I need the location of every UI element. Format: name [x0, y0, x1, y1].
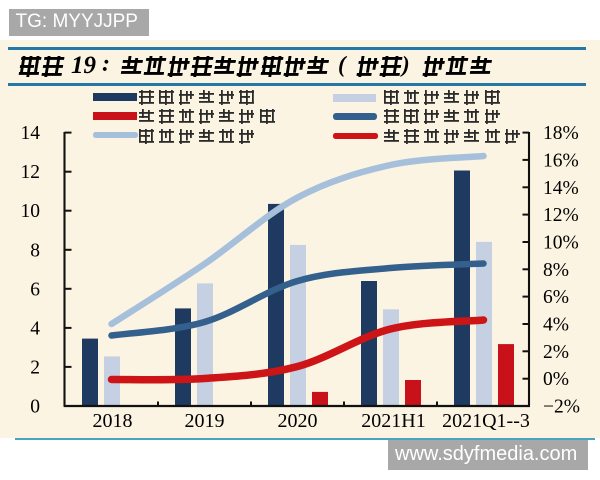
- svg-text:14: 14: [21, 123, 41, 144]
- svg-text:12: 12: [21, 162, 41, 183]
- svg-text:6%: 6%: [543, 287, 569, 308]
- svg-text:18%: 18%: [543, 123, 579, 144]
- svg-text:2018: 2018: [93, 410, 133, 432]
- svg-text:12%: 12%: [543, 205, 579, 226]
- svg-text:14%: 14%: [543, 178, 579, 199]
- svg-text:2%: 2%: [543, 342, 569, 363]
- svg-text:2: 2: [30, 357, 40, 378]
- svg-text:4%: 4%: [543, 315, 569, 336]
- svg-text:0%: 0%: [543, 369, 569, 390]
- svg-text:2019: 2019: [185, 410, 225, 432]
- svg-text:0: 0: [30, 397, 40, 418]
- svg-text:16%: 16%: [543, 150, 579, 171]
- svg-text:10: 10: [21, 201, 41, 222]
- svg-text:8: 8: [30, 240, 40, 261]
- svg-text:2021Q1--3: 2021Q1--3: [442, 410, 530, 432]
- svg-text:8%: 8%: [543, 260, 569, 281]
- svg-text:2020: 2020: [278, 410, 318, 432]
- svg-text:4: 4: [30, 318, 40, 339]
- svg-text:−2%: −2%: [543, 397, 580, 418]
- svg-text:2021H1: 2021H1: [361, 410, 425, 432]
- svg-text:10%: 10%: [543, 233, 579, 254]
- svg-text:6: 6: [30, 279, 40, 300]
